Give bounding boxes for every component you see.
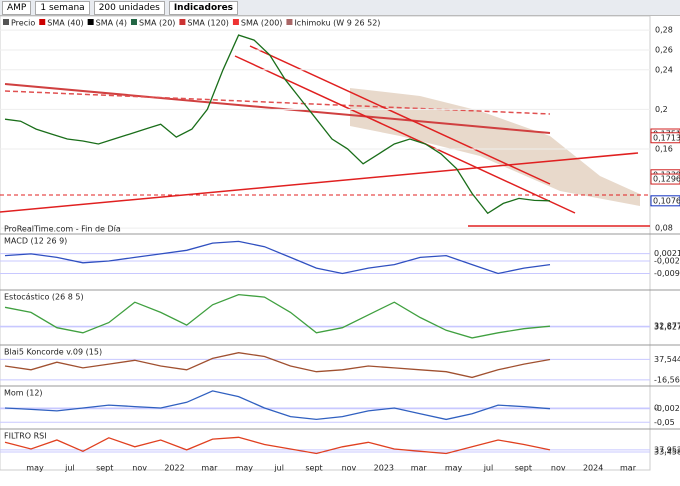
trend-line [234, 55, 576, 214]
legend-swatch [130, 19, 137, 25]
price-marker-label: 0,1076 [653, 196, 680, 205]
period[interactable]: 1 semana [35, 0, 90, 15]
x-tick-label: sept [305, 464, 322, 473]
y-tick-label: 33,458 [654, 447, 680, 456]
ichimoku-cloud [350, 88, 640, 206]
y-tick-label: 37,544 [654, 355, 680, 364]
x-tick-label: nov [132, 464, 147, 473]
legend-entry: SMA (4) [96, 19, 127, 28]
indicator-line [4, 352, 551, 379]
y-tick-label: 32,877 [654, 322, 680, 331]
legend-entry: Precio [11, 19, 35, 28]
panel-title: Estocástico (26 8 5) [4, 293, 84, 302]
indicator-line [4, 240, 551, 275]
x-tick-label: jul [273, 464, 284, 473]
legend-swatch [232, 19, 239, 25]
y-tick-label: -0,009 [654, 269, 680, 278]
x-tick-label: sept [515, 464, 532, 473]
price-marker [650, 173, 680, 185]
price-marker-label: 0,1296 [653, 175, 680, 184]
y-tick-label: 0,28 [655, 26, 673, 35]
trend-line [0, 152, 639, 213]
price-line [4, 34, 551, 215]
y-tick-label: 37,952 [654, 445, 680, 454]
x-tick-label: may [236, 464, 254, 473]
x-tick-label: may [445, 464, 463, 473]
legend-swatch [3, 19, 9, 25]
x-tick-label: 2024 [583, 464, 603, 473]
sma-200 [4, 83, 551, 134]
legend-swatch [286, 19, 293, 25]
x-tick-label: 2023 [374, 464, 394, 473]
x-tick-label: jul [483, 464, 494, 473]
plot-frame [0, 16, 651, 471]
legend-entry: Ichimoku (W 9 26 52) [294, 19, 380, 28]
x-tick-label: jul [64, 464, 75, 473]
legend-swatch [39, 19, 46, 25]
y-tick-label: -0,002 [654, 257, 680, 266]
source: ProRealTime.com - Fin de Día [4, 225, 121, 234]
y-tick-label: 0 [654, 404, 659, 413]
legend-entry: SMA (40) [47, 19, 83, 28]
x-tick-label: 2022 [164, 464, 184, 473]
x-tick-label: nov [342, 464, 357, 473]
panel-title: MACD (12 26 9) [4, 237, 67, 246]
panel-title: Mom (12) [4, 389, 43, 398]
x-tick-label: sept [96, 464, 113, 473]
x-tick-label: may [26, 464, 44, 473]
y-tick-label: 0,08 [655, 224, 673, 233]
panel-title: Blai5 Koncorde v.09 (15) [4, 348, 102, 357]
y-tick-label: 0,16 [655, 144, 673, 153]
indicator-line [4, 436, 551, 455]
chart-area: Precio SMA (40) SMA (4) SMA (20) SMA (120) SM… [0, 16, 680, 473]
x-tick-label: nov [551, 464, 566, 473]
y-tick-label: 31,627 [654, 322, 680, 331]
units[interactable]: 200 unidades [93, 0, 165, 15]
x-tick-label: mar [201, 464, 218, 473]
y-tick-label: 0,24 [655, 65, 673, 74]
legend-swatch [179, 19, 186, 25]
legend-swatch [87, 19, 94, 25]
indicator-line [4, 293, 551, 339]
y-tick-label: 0,0021 [654, 249, 680, 258]
price-marker [650, 132, 680, 144]
indicator-line [4, 390, 551, 421]
sma-120 [4, 90, 551, 115]
panel-title: FILTRO RSI [4, 432, 47, 441]
price-marker-label: 0,1713 [653, 133, 680, 142]
symbol[interactable]: AMP [2, 0, 32, 15]
y-tick-label: 0,26 [655, 45, 673, 54]
y-tick-label: -0,0026 [654, 404, 680, 413]
toolbar: AMP 1 semana 200 unidades Indicadores [0, 0, 680, 16]
indicators[interactable]: Indicadores [168, 0, 239, 15]
trend-line [249, 45, 551, 185]
y-tick-label: -16,560 [654, 375, 680, 384]
legend-entry: SMA (20) [139, 19, 175, 28]
x-tick-label: mar [620, 464, 637, 473]
y-tick-label: 0,2 [655, 105, 668, 114]
legend-entry: SMA (120) [187, 19, 229, 28]
y-tick-label: -0,05 [654, 418, 675, 427]
price-marker [650, 195, 680, 207]
x-tick-label: mar [411, 464, 428, 473]
legend-entry: SMA (200) [241, 19, 283, 28]
